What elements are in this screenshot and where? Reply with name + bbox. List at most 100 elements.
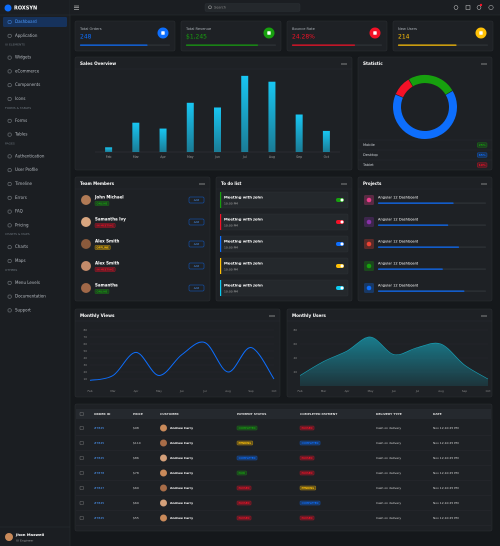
todo-toggle[interactable]	[336, 198, 344, 202]
member-status-group: ONLINE	[94, 201, 110, 206]
add-button[interactable]: Add	[188, 262, 205, 270]
menu-item[interactable]: Widgets	[15, 55, 31, 60]
menu-dot	[345, 63, 347, 65]
menu-item[interactable]: Dashboard	[15, 19, 37, 24]
menu-item[interactable]: Components	[15, 82, 40, 87]
stat-icon-glyph	[267, 31, 271, 35]
menu-item[interactable]: Charts	[15, 244, 28, 249]
payment-status: PAUSED	[239, 516, 250, 520]
customer-name: Andrew Carry	[170, 471, 193, 475]
add-button[interactable]: Add	[188, 218, 205, 226]
todo-toggle[interactable]	[336, 286, 344, 290]
card-menu[interactable]	[269, 315, 275, 317]
checkbox[interactable]	[79, 471, 84, 475]
todo-task: Meeting with John	[224, 283, 263, 288]
menu-item[interactable]: Tables	[14, 132, 27, 137]
donut-segment	[409, 75, 453, 95]
x-tick-label: Mar	[110, 389, 116, 393]
checkbox[interactable]	[79, 486, 84, 490]
column-header: COMPLETED PAYMENT	[300, 412, 338, 416]
completed-payment-group: PENDING	[299, 485, 316, 491]
menu-item[interactable]: Documentation	[15, 294, 46, 299]
x-tick-label: Aug	[225, 389, 231, 393]
menu-icon	[7, 33, 12, 38]
checkbox[interactable]	[79, 412, 84, 416]
topbar-icons[interactable]	[453, 3, 494, 10]
y-tick-label: 40	[293, 356, 297, 360]
add-button[interactable]: Add	[188, 240, 205, 248]
search-box[interactable]	[204, 3, 301, 12]
order-id: #7878	[94, 471, 104, 475]
progress-bar	[378, 202, 454, 204]
menu-item[interactable]: Support	[15, 307, 31, 312]
menu-icon	[7, 132, 12, 137]
checkbox[interactable]	[79, 516, 84, 520]
checkbox[interactable]	[79, 501, 84, 505]
card-menu[interactable]	[481, 315, 487, 317]
legend-label: Desktop	[363, 153, 379, 157]
customer-name: Andrew Carry	[170, 516, 193, 520]
y-tick-label: 20	[293, 370, 297, 374]
customer-name: Andrew Carry	[170, 441, 193, 445]
checkbox[interactable]	[79, 426, 84, 430]
menu-dot	[345, 183, 347, 185]
menu-item[interactable]: Application	[15, 33, 38, 38]
todo-toggle[interactable]	[336, 220, 344, 224]
stat-label: Bounce Rate	[292, 27, 316, 31]
y-tick-label: 80	[293, 328, 297, 332]
menu-item[interactable]: Forms	[15, 118, 27, 123]
toggle-knob	[340, 242, 344, 246]
menu-item[interactable]: Menu Levels	[15, 280, 40, 285]
x-tick-label: Aug	[269, 155, 275, 159]
menu-dot	[271, 315, 273, 317]
menu-item[interactable]: Authentication	[15, 153, 45, 158]
menu-toggle[interactable]	[74, 5, 79, 10]
stat-icon-glyph	[161, 31, 165, 35]
card-menu[interactable]	[199, 183, 205, 185]
search-icon	[208, 5, 212, 10]
menu-dot	[483, 183, 485, 185]
member-status-bg	[94, 201, 110, 206]
progress-bar	[186, 44, 258, 46]
menu-item[interactable]: Timeline	[14, 181, 33, 186]
chart-card	[74, 308, 281, 398]
todo-toggle[interactable]	[336, 264, 344, 268]
menu-item[interactable]: User Profile	[15, 167, 38, 172]
payment-status-bg	[236, 500, 252, 506]
checkbox[interactable]	[79, 456, 84, 460]
add-button[interactable]: Add	[188, 284, 205, 292]
member-status: ONLINE	[97, 202, 108, 206]
orders-card	[74, 403, 493, 532]
add-button[interactable]: Add	[188, 196, 205, 204]
member-status-group: ONLINE	[94, 289, 110, 294]
y-tick-label: 10	[83, 377, 87, 381]
completed-payment: PAUSED	[302, 426, 313, 430]
card-menu[interactable]	[481, 183, 487, 185]
todo-toggle[interactable]	[336, 242, 344, 246]
menu-item[interactable]: FAQ	[15, 209, 23, 214]
chart-card	[357, 56, 493, 171]
todo-accent	[220, 214, 222, 230]
x-tick-label: Sep	[296, 155, 302, 159]
card-menu[interactable]	[341, 183, 347, 185]
card-menu[interactable]	[481, 63, 487, 65]
menu-item[interactable]: Maps	[15, 258, 26, 263]
checkbox[interactable]	[79, 441, 84, 445]
completed-payment-bg	[299, 425, 315, 431]
y-tick-label: 70	[83, 335, 87, 339]
y-tick-label: 40	[83, 356, 87, 360]
y-tick-label: 30	[83, 363, 87, 367]
menu-item[interactable]: Errors	[15, 195, 27, 200]
menu-item[interactable]: eCommerce	[15, 68, 40, 73]
menu-icon	[7, 97, 12, 101]
customer-name: Andrew Carry	[170, 456, 193, 460]
progress-bar	[378, 268, 443, 270]
card-menu[interactable]	[341, 63, 347, 65]
search-placeholder: Search	[214, 6, 226, 10]
menu-item[interactable]: Icons	[15, 96, 25, 101]
completed-payment-bg	[299, 440, 321, 446]
menu-item[interactable]: Pricing	[15, 222, 29, 227]
delivery-type: Cash on delivery	[376, 426, 401, 430]
order-price: $86	[133, 456, 139, 460]
y-tick-label: 60	[293, 342, 297, 346]
